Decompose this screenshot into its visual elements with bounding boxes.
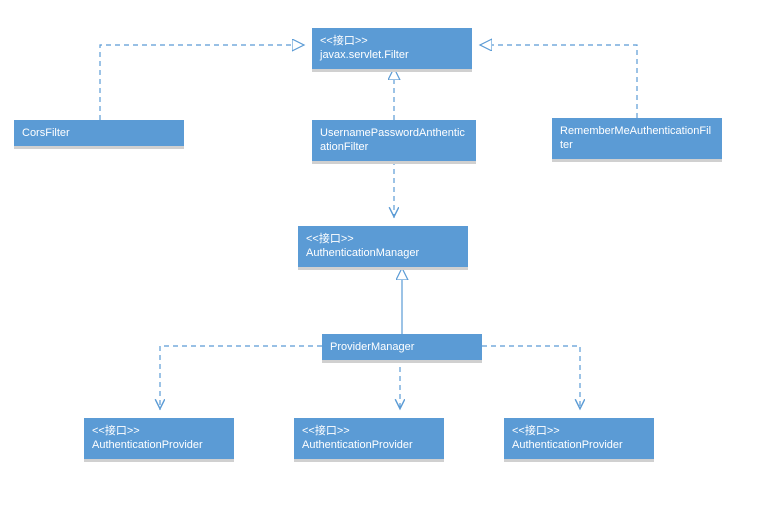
node-rmaf: RememberMeAuthenticationFilter: [552, 118, 722, 159]
class-name: RememberMeAuthenticationFilter: [560, 124, 714, 153]
node-cors: CorsFilter: [14, 120, 184, 146]
stereotype-label: <<接口>>: [320, 34, 464, 48]
class-name: UsernamePasswordAnthenticationFilter: [320, 126, 468, 155]
class-name: javax.servlet.Filter: [320, 48, 464, 62]
class-name: AuthenticationProvider: [302, 438, 436, 452]
class-name: AuthenticationProvider: [92, 438, 226, 452]
stereotype-label: <<接口>>: [306, 232, 460, 246]
class-name: AuthenticationProvider: [512, 438, 646, 452]
class-name: CorsFilter: [22, 126, 176, 140]
edge-cors-filter: [100, 45, 304, 120]
node-authmgr: <<接口>>AuthenticationManager: [298, 226, 468, 267]
edge-provmgr-ap3: [482, 346, 580, 410]
node-ap3: <<接口>>AuthenticationProvider: [504, 418, 654, 459]
stereotype-label: <<接口>>: [512, 424, 646, 438]
node-ap2: <<接口>>AuthenticationProvider: [294, 418, 444, 459]
class-name: AuthenticationManager: [306, 246, 460, 260]
node-filter: <<接口>>javax.servlet.Filter: [312, 28, 472, 69]
edge-provmgr-ap1: [160, 346, 322, 410]
stereotype-label: <<接口>>: [92, 424, 226, 438]
node-ap1: <<接口>>AuthenticationProvider: [84, 418, 234, 459]
edge-rmaf-filter: [480, 45, 637, 118]
stereotype-label: <<接口>>: [302, 424, 436, 438]
node-upaf: UsernamePasswordAnthenticationFilter: [312, 120, 476, 161]
node-provmgr: ProviderManager: [322, 334, 482, 360]
class-name: ProviderManager: [330, 340, 474, 354]
